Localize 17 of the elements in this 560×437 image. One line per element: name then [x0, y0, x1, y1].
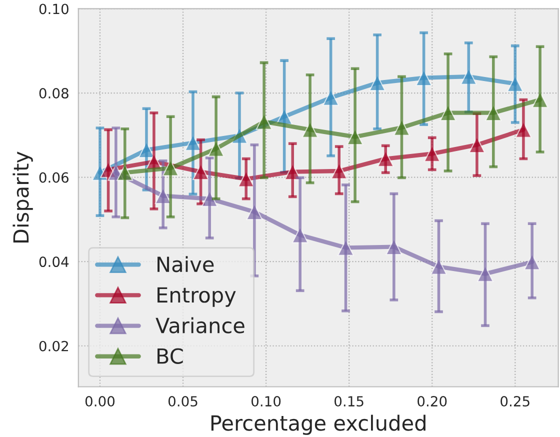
- x-tick-label: 0.05: [168, 396, 198, 407]
- x-tick-label: 0.25: [500, 396, 530, 407]
- legend-label: Entropy: [158, 287, 236, 307]
- legend-label: BC: [158, 348, 183, 364]
- legend-label: Naive: [158, 256, 214, 272]
- y-tick-label: 0.06: [39, 172, 68, 183]
- y-tick-label: 0.10: [39, 4, 68, 14]
- x-axis-title: Percentage excluded: [211, 414, 426, 435]
- y-tick-label: 0.08: [39, 88, 68, 98]
- legend-label: Variance: [156, 317, 244, 334]
- x-tick-label: 0.10: [252, 396, 281, 407]
- x-tick-label: 0.00: [85, 396, 115, 407]
- y-tick-label: 0.04: [39, 256, 69, 268]
- x-tick-label: 0.15: [334, 396, 364, 407]
- y-tick-label: 0.02: [39, 340, 68, 352]
- x-tick-label: 0.20: [418, 396, 447, 407]
- y-axis-title: Disparity: [12, 152, 33, 242]
